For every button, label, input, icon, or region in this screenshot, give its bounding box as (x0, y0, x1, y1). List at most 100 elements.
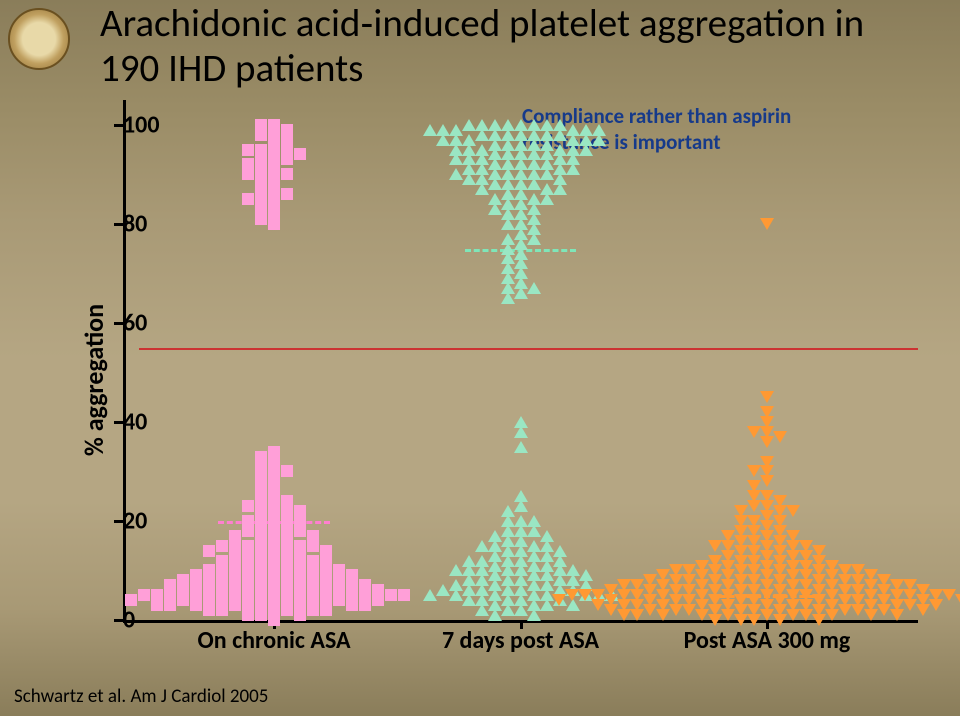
data-point (346, 599, 358, 611)
chart: % aggregation 020406080100On chronic ASA… (68, 100, 918, 660)
data-point (760, 436, 774, 448)
data-point (203, 604, 215, 616)
data-point (449, 153, 463, 165)
data-point (281, 465, 293, 477)
citation-text: Schwartz et al. Am J Cardiol 2005 (14, 685, 268, 708)
data-point (553, 129, 567, 141)
data-point (462, 173, 476, 185)
data-point (760, 609, 774, 621)
data-point (527, 525, 541, 537)
data-point (579, 144, 593, 156)
data-point (747, 465, 761, 477)
data-point (514, 441, 528, 453)
data-point (656, 609, 670, 621)
data-point (268, 614, 280, 626)
data-point (320, 604, 332, 616)
data-point (281, 604, 293, 616)
data-point (514, 500, 528, 512)
data-point (877, 604, 891, 616)
data-point (708, 540, 722, 552)
data-point (449, 168, 463, 180)
x-tick-label: On chronic ASA (198, 626, 351, 655)
data-point (786, 505, 800, 517)
data-point (307, 540, 319, 552)
data-point (527, 609, 541, 621)
data-point (916, 604, 930, 616)
y-tick (114, 520, 123, 523)
data-point (125, 594, 137, 606)
y-tick (114, 322, 123, 325)
data-point (734, 614, 748, 626)
data-point (669, 604, 683, 616)
data-point (294, 609, 306, 621)
data-point (294, 525, 306, 537)
data-point (851, 604, 865, 616)
data-point (449, 564, 463, 576)
data-point (281, 188, 293, 200)
data-point (488, 609, 502, 621)
data-point (592, 134, 606, 146)
y-tick (114, 421, 123, 424)
data-point (242, 144, 254, 156)
data-point (695, 609, 709, 621)
data-point (565, 589, 579, 601)
data-point (281, 153, 293, 165)
data-point (903, 599, 917, 611)
y-axis-label: % aggregation (78, 304, 110, 456)
data-point (514, 287, 528, 299)
data-point (385, 589, 397, 601)
data-point (475, 129, 489, 141)
data-point (333, 594, 345, 606)
data-point (799, 609, 813, 621)
data-point (281, 168, 293, 180)
data-point (812, 614, 826, 626)
data-point (242, 193, 254, 205)
data-point (591, 599, 605, 611)
data-point (682, 604, 696, 616)
data-point (423, 589, 437, 601)
data-point (825, 609, 839, 621)
y-tick (114, 124, 123, 127)
data-point (462, 594, 476, 606)
data-point (721, 609, 735, 621)
data-point (617, 609, 631, 621)
institution-logo (8, 8, 70, 70)
data-point (177, 594, 189, 606)
reference-line (139, 348, 918, 350)
data-point (786, 609, 800, 621)
x-tick-label: Post ASA 300 mg (684, 626, 851, 655)
data-point (553, 183, 567, 195)
data-point (773, 614, 787, 626)
data-point (423, 124, 437, 136)
data-point (527, 233, 541, 245)
data-point (216, 540, 228, 552)
data-point (229, 599, 241, 611)
y-axis-line (123, 100, 126, 620)
data-point (475, 183, 489, 195)
data-point (190, 599, 202, 611)
y-tick (114, 223, 123, 226)
data-point (747, 614, 761, 626)
data-point (501, 604, 515, 616)
data-point (436, 584, 450, 596)
data-point (138, 589, 150, 601)
data-point (708, 614, 722, 626)
data-point (643, 604, 657, 616)
data-point (151, 599, 163, 611)
data-point (203, 545, 215, 557)
data-point (955, 594, 960, 606)
x-tick-label: 7 days post ASA (442, 626, 599, 655)
data-point (604, 604, 618, 616)
y-tick (114, 619, 123, 622)
data-point (929, 599, 943, 611)
data-point (527, 282, 541, 294)
data-point (307, 604, 319, 616)
data-point (540, 193, 554, 205)
slide-title: Arachidonic acid‐induced platelet aggreg… (100, 2, 920, 92)
data-point (630, 609, 644, 621)
data-point (398, 589, 410, 601)
data-point (359, 599, 371, 611)
data-point (294, 148, 306, 160)
data-point (838, 604, 852, 616)
data-point (942, 589, 956, 601)
